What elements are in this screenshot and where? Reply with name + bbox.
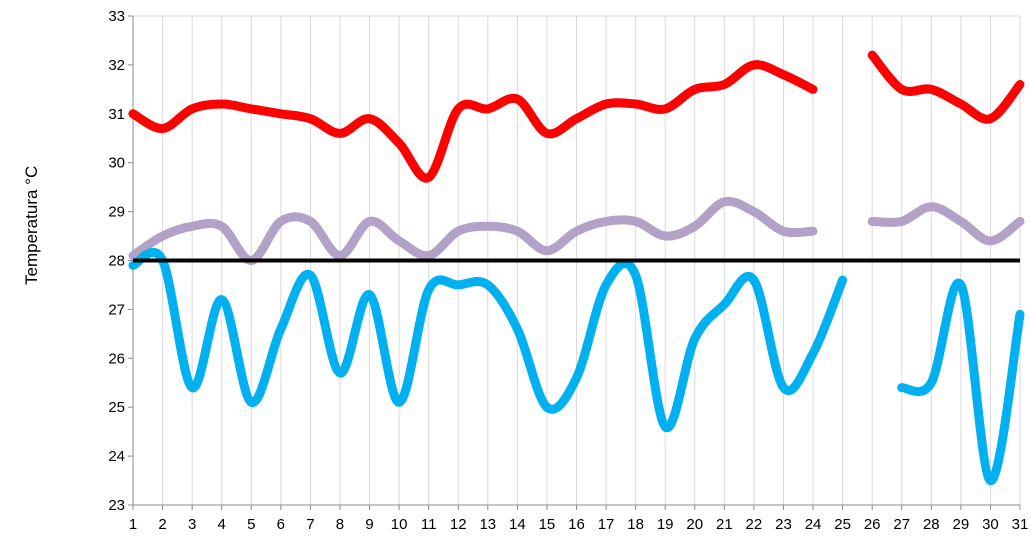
y-tick-label-32: 32 [108, 57, 125, 74]
x-tick-label-30: 30 [982, 516, 999, 533]
x-tick-label-9: 9 [365, 516, 373, 533]
x-tick-label-14: 14 [509, 516, 526, 533]
x-tick-label-24: 24 [805, 516, 822, 533]
y-axis-label: Temperatura °C [22, 165, 41, 285]
x-tick-label-12: 12 [450, 516, 467, 533]
y-tick-label-28: 28 [108, 253, 125, 270]
y-tick-label-24: 24 [108, 448, 125, 465]
x-tick-label-10: 10 [391, 516, 408, 533]
series-3-line-segment-2 [897, 278, 1025, 486]
axes [128, 15, 1021, 510]
x-tick-label-4: 4 [218, 516, 226, 533]
x-tick-label-16: 16 [568, 516, 585, 533]
x-tick-label-15: 15 [539, 516, 556, 533]
y-tick-label-23: 23 [108, 497, 125, 514]
x-tick-label-29: 29 [953, 516, 970, 533]
series-1-line-segment-2 [867, 50, 1025, 124]
y-tick-label-30: 30 [108, 155, 125, 172]
x-tick-label-8: 8 [336, 516, 344, 533]
y-tick-label-25: 25 [108, 399, 125, 416]
y-tick-label-27: 27 [108, 301, 125, 318]
x-tick-label-21: 21 [716, 516, 733, 533]
x-tick-label-13: 13 [479, 516, 496, 533]
series-3-line-segment-1 [128, 248, 848, 433]
x-tick-label-25: 25 [834, 516, 851, 533]
series-2-line-segment-1 [128, 196, 818, 265]
x-tick-label-20: 20 [686, 516, 703, 533]
x-tick-label-3: 3 [188, 516, 196, 533]
x-tick-label-5: 5 [247, 516, 255, 533]
x-tick-label-23: 23 [775, 516, 792, 533]
y-tick-label-26: 26 [108, 350, 125, 367]
x-tick-label-18: 18 [627, 516, 644, 533]
y-tick-labels: 23 24 25 26 27 28 29 30 31 32 33 [108, 8, 125, 514]
y-tick-label-29: 29 [108, 204, 125, 221]
x-tick-label-11: 11 [421, 516, 437, 533]
x-tick-label-1: 1 [129, 516, 137, 533]
y-tick-label-31: 31 [108, 106, 125, 123]
x-tick-label-2: 2 [158, 516, 166, 533]
series-1-line-segment-1 [128, 60, 818, 183]
series-2-line-segment-2 [867, 202, 1025, 246]
x-tick-label-28: 28 [923, 516, 940, 533]
x-tick-label-26: 26 [864, 516, 881, 533]
x-tick-label-7: 7 [306, 516, 314, 533]
x-tick-label-6: 6 [277, 516, 285, 533]
x-tick-label-19: 19 [657, 516, 674, 533]
x-tick-label-17: 17 [598, 516, 615, 533]
x-tick-label-27: 27 [893, 516, 910, 533]
y-tick-label-33: 33 [108, 8, 125, 25]
x-tick-label-31: 31 [1012, 516, 1029, 533]
x-tick-label-22: 22 [746, 516, 763, 533]
x-tick-labels: 1 2 3 4 5 6 7 8 9 10 11 12 13 14 15 16 17 18 19 20 21 22 23 24 2… [129, 516, 1029, 533]
